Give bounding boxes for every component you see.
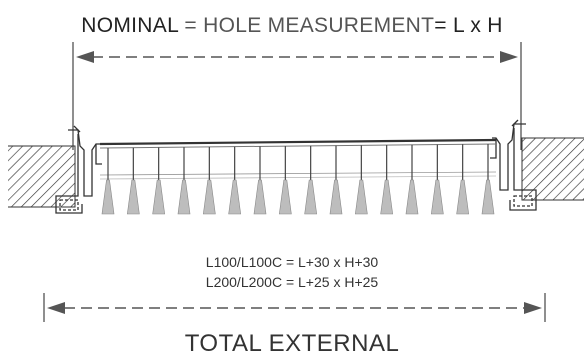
louvre-blade: [354, 145, 368, 215]
total-external-dimension-line: [43, 293, 546, 322]
louvre-blade: [253, 146, 267, 215]
equals-sign-2: =: [434, 14, 453, 37]
grille-face: [99, 138, 497, 180]
louvre-blade: [152, 147, 166, 215]
louvre-blade: [456, 144, 470, 215]
louvre-blade: [228, 146, 242, 215]
hole-measurement-label: HOLE MEASUREMENT: [203, 14, 435, 37]
louvre-blade: [304, 145, 318, 215]
nominal-word: NOMINAL: [81, 14, 179, 37]
right-arrowhead: [500, 51, 518, 63]
louvre-blade: [202, 146, 216, 215]
louvre-blade: [177, 147, 191, 215]
left-arrowhead: [76, 51, 94, 63]
total-external-label: TOTAL EXTERNAL: [184, 330, 400, 357]
left-frame-profile: [55, 125, 102, 214]
equals-sign: =: [178, 14, 204, 37]
left-arrowhead-bottom: [47, 302, 65, 314]
formula-l100: L100/L100C = L+30 x H+30: [205, 254, 379, 270]
louvre-blade: [380, 145, 394, 215]
right-arrowhead-bottom: [524, 302, 542, 314]
louvre-blade: [430, 144, 444, 215]
louvre-blades: [101, 144, 495, 215]
dimension-expression: L x H: [452, 14, 503, 37]
louvre-blade: [278, 146, 292, 215]
formula-l200: L200/L200C = L+25 x H+25: [205, 274, 379, 290]
louvre-blade: [126, 147, 140, 215]
louvre-blade: [101, 148, 115, 215]
louvre-blade: [481, 144, 495, 215]
nominal-title: NOMINAL = HOLE MEASUREMENT= L x H: [0, 14, 584, 42]
louvre-blade: [405, 144, 419, 215]
left-wall-section: [8, 145, 76, 208]
nominal-dimension-line: [72, 42, 522, 150]
louvre-blade: [329, 145, 343, 215]
right-wall-section: [521, 137, 584, 201]
right-frame-profile: [490, 119, 537, 211]
